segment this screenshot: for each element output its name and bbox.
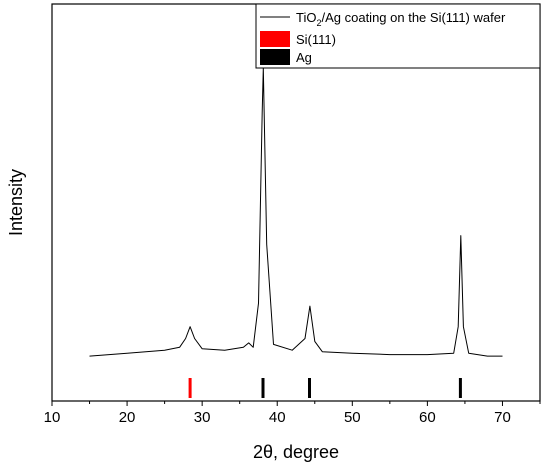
legend: TiO2/Ag coating on the Si(111) wafer Si(… — [255, 3, 541, 69]
series-line-0 — [89, 67, 503, 357]
legend-ag-label: Ag — [296, 50, 312, 65]
legend-si-label: Si(111) — [296, 32, 336, 47]
x-tick-label: 70 — [494, 409, 511, 426]
legend-series-label-suffix: /Ag coating on the Si(111) wafer — [321, 10, 505, 25]
x-tick-label: 60 — [419, 409, 436, 426]
legend-series-label-prefix: TiO — [296, 10, 316, 25]
x-tick-label: 10 — [44, 409, 61, 426]
series-layer — [89, 67, 503, 357]
legend-series-label-subscript: 2 — [316, 18, 321, 28]
x-tick-label: 20 — [119, 409, 136, 426]
legend-box — [255, 3, 541, 69]
y-axis-title: Intensity — [6, 169, 26, 236]
reference-marker-ag-0 — [261, 378, 265, 398]
x-tick-label: 50 — [344, 409, 361, 426]
x-axis-ticks: 10 20 30 40 50 60 70 — [44, 401, 541, 426]
reference-marker-si-111--0 — [188, 378, 192, 398]
x-axis-title: 2θ, degree — [253, 442, 339, 462]
legend-si-swatch — [260, 31, 290, 47]
reference-markers — [188, 378, 462, 398]
legend-series-label: TiO2/Ag coating on the Si(111) wafer — [296, 10, 506, 28]
reference-marker-ag-2 — [458, 378, 462, 398]
x-tick-label: 30 — [194, 409, 211, 426]
reference-marker-ag-1 — [308, 378, 311, 398]
legend-ag-swatch — [260, 49, 290, 65]
x-tick-label: 40 — [269, 409, 286, 426]
